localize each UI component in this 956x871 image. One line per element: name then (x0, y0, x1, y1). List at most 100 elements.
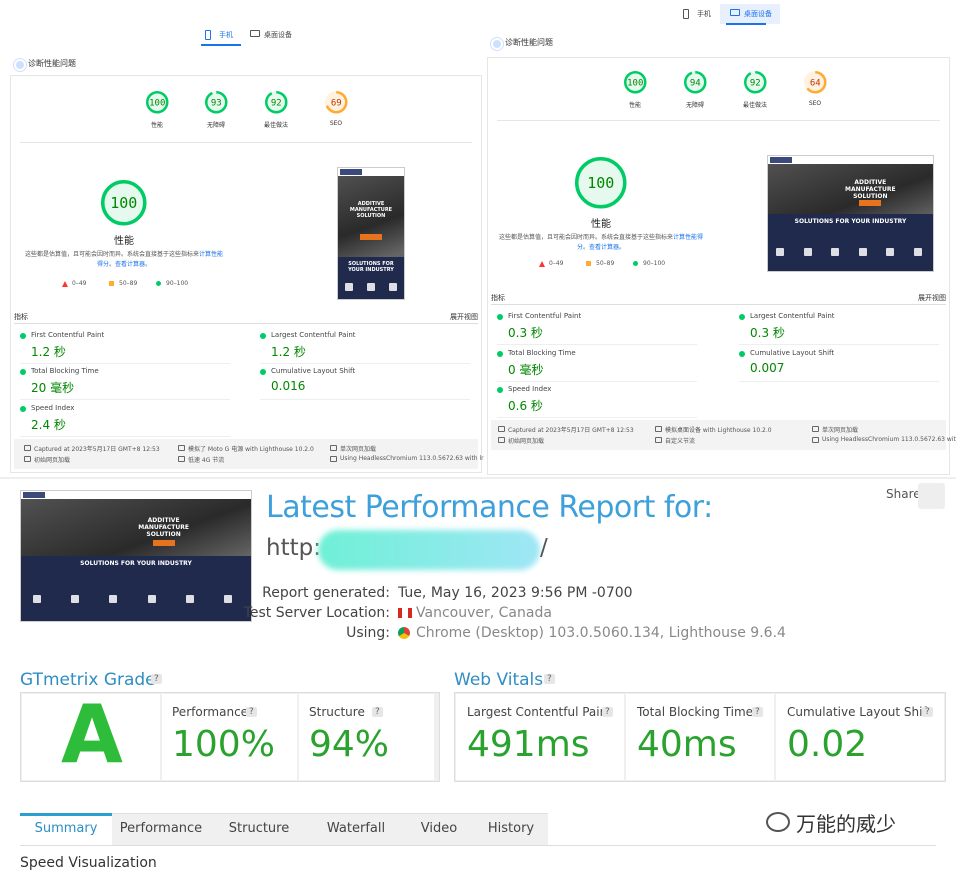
gauge-arc (575, 157, 627, 209)
section-title: 诊断性能问题 (505, 38, 553, 47)
help-icon[interactable]: ? (752, 707, 763, 717)
gauge-arc (145, 90, 169, 114)
tab-icon (205, 30, 211, 40)
thumb-button (859, 199, 882, 206)
report-value: Vancouver, Canada (416, 605, 552, 621)
tab[interactable] (308, 813, 404, 845)
metric-dot (497, 314, 503, 320)
metric-divider (20, 399, 230, 400)
footer-item: Using HeadlessChromium 113.0.5672.63 wit… (822, 436, 956, 443)
gauge-value: 100 (627, 78, 643, 88)
metric-value: 0.3 秒 (750, 326, 785, 340)
footer-icon (812, 426, 819, 432)
thumb-icon (147, 595, 156, 603)
legend-label: 90–100 (643, 260, 666, 267)
score-label: 性能 (628, 102, 642, 109)
url-blur (318, 530, 540, 570)
metric-value: 0.6 秒 (508, 399, 543, 413)
score-label: 最佳做法 (263, 122, 289, 129)
section-divider (0, 477, 956, 479)
note: 这些都是估算值，且可能会因时而异。系统会直接基于这些指标来计算性能得分。查看计算… (496, 233, 706, 255)
device-tab[interactable]: 手机 (697, 10, 711, 18)
thumb-footer: SOLUTIONS FOR YOUR INDUSTRY (768, 213, 933, 271)
watermark-icon (766, 812, 790, 832)
tab-label[interactable]: Waterfall (326, 821, 386, 836)
tab[interactable] (404, 813, 474, 845)
legend-label: 50–89 (596, 260, 615, 267)
device-tab[interactable]: 桌面设备 (744, 10, 772, 18)
metric-label: Cumulative Layout Shift (750, 349, 835, 357)
grade-cell (22, 694, 160, 780)
tab[interactable] (20, 813, 112, 845)
gauge-value: 100 (587, 174, 614, 192)
score-gauge: 92 (743, 70, 767, 94)
footer-item: 模拟桌面设备 with Lighthouse 10.2.0 (665, 427, 772, 434)
legend-swatch (156, 281, 161, 286)
tab-underline (201, 44, 241, 46)
tab-label[interactable]: History (487, 821, 535, 836)
share-label[interactable]: Share (886, 487, 921, 501)
help-icon[interactable]: ? (602, 707, 613, 717)
gauge-value: 100 (110, 194, 137, 212)
thumb-logo (23, 492, 45, 498)
tab-label[interactable]: Summary (34, 821, 98, 836)
gauge-arc (803, 70, 827, 94)
thumb-icon (185, 595, 194, 603)
flag-icon (398, 608, 412, 618)
report-value: Tue, May 16, 2023 9:56 PM -0700 (398, 585, 633, 601)
tab-label[interactable]: Structure (228, 821, 290, 836)
expand-view[interactable]: 展开视图 (918, 294, 946, 302)
footer-bg (491, 420, 946, 450)
metric-dot (20, 369, 26, 375)
note: 这些都是估算值，且可能会因时而异。系统会直接基于这些指标来计算性能得分。查看计算… (24, 250, 224, 272)
thumb-button (360, 233, 382, 240)
footer-icon (24, 445, 31, 451)
score-gauge: 64 (803, 70, 827, 94)
tab-label[interactable]: Performance (119, 821, 203, 836)
tab[interactable] (112, 813, 210, 845)
share-button[interactable] (918, 483, 945, 509)
help-icon[interactable]: ? (246, 707, 257, 717)
tab-label[interactable]: Video (420, 821, 458, 836)
section-icon (14, 59, 26, 71)
report-title: Latest Performance Report for: (266, 490, 713, 525)
score-label: 性能 (150, 122, 164, 129)
help-icon[interactable]: ? (372, 707, 383, 717)
footer-icon (24, 456, 31, 462)
legend-label: 0–49 (549, 260, 564, 267)
tab-underline (726, 23, 766, 25)
metric-divider (497, 381, 697, 382)
score-gauge: 100 (575, 157, 627, 209)
main-score-label: 性能 (114, 236, 134, 247)
metric-divider (20, 363, 230, 364)
calc-link: 查看计算器。 (589, 244, 626, 251)
help-icon[interactable]: ? (544, 674, 555, 684)
note-text: 这些都是估算值，且可能会因时而异。系统会直接基于这些指标来 (498, 234, 673, 241)
metric-divider (497, 417, 697, 418)
vital-value: 491ms (467, 724, 590, 765)
metrics-title: 指标 (491, 294, 505, 302)
device-tab[interactable]: 桌面设备 (264, 31, 292, 39)
legend-label: 90–100 (166, 280, 189, 287)
note-link: 计算性能得分。 (576, 234, 704, 251)
gauge-value: 92 (271, 98, 282, 108)
tab-line (20, 845, 936, 846)
metric-value: 0.016 (271, 379, 306, 393)
legend-swatch (539, 261, 545, 267)
url-prefix: http: (266, 535, 321, 561)
thumb-icon (366, 283, 375, 292)
help-icon[interactable]: ? (922, 707, 933, 717)
site-thumbnail: ADDITIVE MANUFACTURE SOLUTION SOLUTIONS F… (337, 167, 405, 300)
legend-label: 0–49 (72, 280, 87, 287)
tab[interactable] (474, 813, 548, 845)
metric-value: 0.3 秒 (508, 326, 543, 340)
thumb-heading: ADDITIVE MANUFACTURE SOLUTION (138, 517, 189, 538)
expand-view[interactable]: 展开视图 (450, 313, 478, 321)
thumb-icon (776, 248, 785, 256)
device-tab[interactable]: 手机 (219, 31, 233, 39)
thumb-icon (388, 283, 397, 292)
gauge-value: 69 (331, 98, 342, 108)
tab[interactable] (210, 813, 308, 845)
help-icon[interactable]: ? (151, 674, 162, 684)
